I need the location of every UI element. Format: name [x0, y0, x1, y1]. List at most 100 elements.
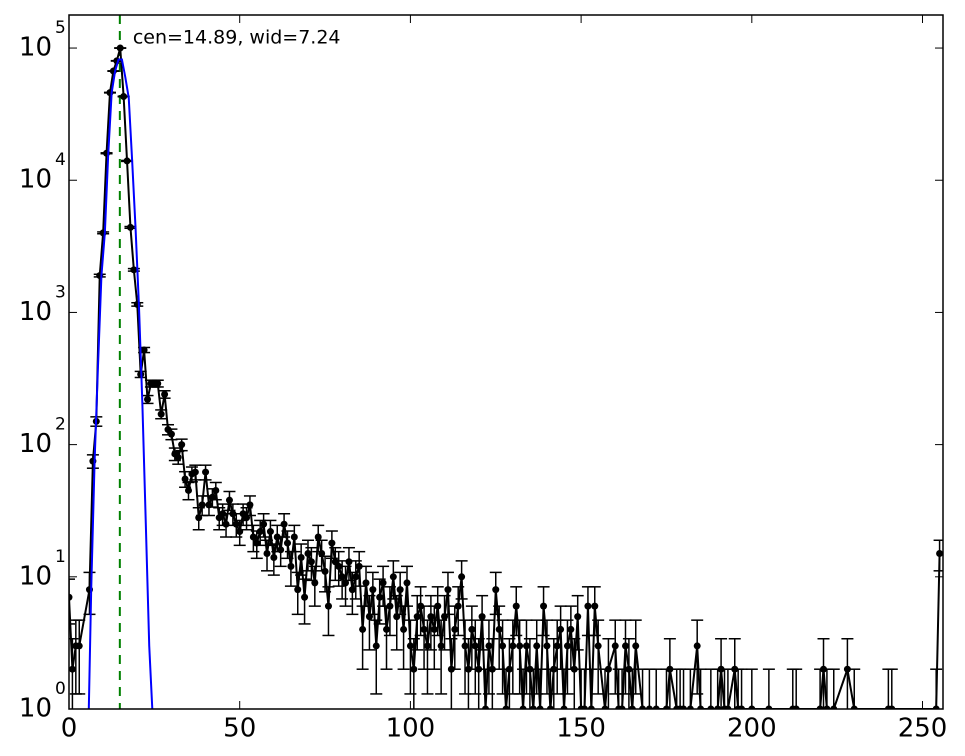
data-point	[850, 705, 858, 709]
x-tick-label: 50	[223, 714, 256, 744]
data-point	[191, 468, 199, 476]
data-point	[584, 602, 592, 610]
data-point	[301, 593, 309, 601]
data-point	[372, 642, 380, 650]
data-point	[277, 546, 285, 554]
data-point	[499, 642, 507, 650]
data-point	[792, 705, 800, 709]
data-point	[536, 705, 544, 709]
x-tick-label: 0	[61, 714, 78, 744]
data-point	[123, 157, 131, 165]
data-point	[318, 550, 326, 558]
data-point	[427, 613, 435, 621]
data-point	[509, 642, 517, 650]
data-point	[154, 379, 162, 387]
data-point	[400, 625, 408, 633]
data-point	[557, 625, 565, 633]
data-point	[167, 430, 175, 438]
data-point	[335, 562, 343, 570]
x-tick-label: 250	[898, 714, 948, 744]
data-point	[116, 44, 124, 52]
y-tick-label: 10	[19, 694, 52, 724]
data-point	[632, 642, 640, 650]
data-point	[307, 558, 315, 566]
data-point	[621, 642, 629, 650]
y-tick-label: 10	[19, 429, 52, 459]
data-point	[403, 579, 411, 587]
data-point	[567, 625, 575, 633]
data-point	[297, 553, 305, 561]
data-point	[591, 602, 599, 610]
data-point	[485, 642, 493, 650]
data-point	[686, 705, 694, 709]
data-point	[454, 602, 462, 610]
data-point	[280, 520, 288, 528]
x-tick-label: 100	[386, 714, 436, 744]
data-point	[628, 705, 636, 709]
data-point	[492, 586, 500, 594]
data-point	[666, 665, 674, 673]
data-point	[553, 642, 561, 650]
data-point	[178, 441, 186, 449]
data-point	[174, 453, 182, 461]
data-point	[765, 705, 773, 709]
data-point	[290, 533, 298, 541]
y-tick-exponent: 2	[55, 415, 66, 435]
data-point	[533, 642, 541, 650]
plot-layer	[69, 15, 943, 709]
data-point	[270, 553, 278, 561]
data-point	[161, 390, 169, 398]
data-point	[738, 705, 746, 709]
data-point	[475, 665, 483, 673]
data-point	[304, 550, 312, 558]
data-point	[410, 665, 418, 673]
data-point	[75, 642, 83, 650]
data-point	[413, 613, 421, 621]
data-point	[389, 573, 397, 581]
data-point	[444, 586, 452, 594]
data-point	[184, 486, 192, 494]
data-point	[697, 705, 705, 709]
data-point	[560, 705, 568, 709]
data-point	[618, 705, 626, 709]
data-point	[266, 528, 274, 536]
data-point	[522, 642, 530, 650]
y-tick-exponent: 0	[55, 679, 66, 699]
data-point	[502, 705, 510, 709]
fit-line	[87, 58, 154, 709]
data-point	[222, 520, 230, 528]
data-point	[478, 613, 486, 621]
data-point	[181, 475, 189, 483]
data-point	[406, 642, 414, 650]
data-point	[246, 501, 254, 509]
data-point	[587, 705, 595, 709]
data-point	[144, 395, 152, 403]
data-point	[495, 625, 503, 633]
data-point	[157, 410, 165, 418]
data-point	[287, 562, 295, 570]
data-point	[550, 665, 558, 673]
data-point	[198, 501, 206, 509]
data-point	[314, 533, 322, 541]
data-point	[645, 705, 653, 709]
data-point	[823, 705, 831, 709]
data-point	[482, 705, 490, 709]
data-point	[604, 665, 612, 673]
annotation: cen=14.89, wid=7.24	[133, 27, 341, 49]
data-point	[232, 520, 240, 528]
data-point	[662, 705, 670, 709]
data-point	[321, 567, 329, 575]
data-point	[376, 593, 384, 601]
data-point	[140, 346, 148, 354]
data-point	[652, 705, 660, 709]
data-point	[396, 586, 404, 594]
data-line	[69, 47, 941, 709]
data-point	[345, 558, 353, 566]
data-point	[434, 602, 442, 610]
y-tick-exponent: 5	[55, 18, 66, 38]
data-point	[714, 705, 722, 709]
plot-frame	[68, 14, 944, 710]
data-point	[830, 705, 838, 709]
data-point	[680, 705, 688, 709]
